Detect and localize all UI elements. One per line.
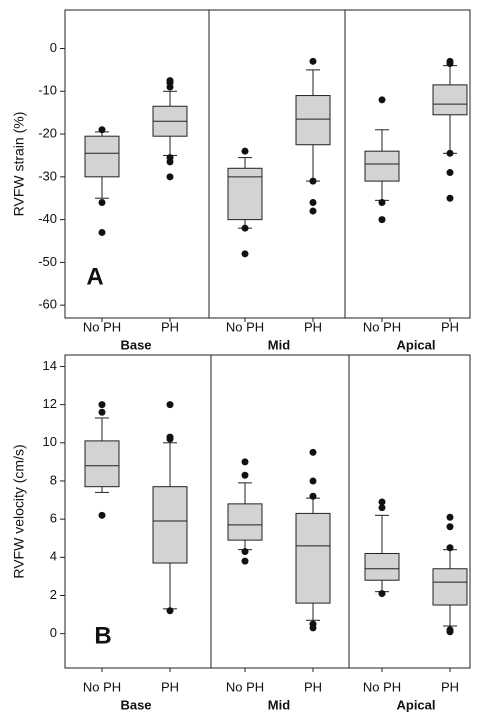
outlier xyxy=(98,511,106,519)
y-tick-label: 0 xyxy=(50,625,57,640)
box xyxy=(432,84,468,116)
y-tick-label: 0 xyxy=(50,40,57,55)
x-tick-label: No PH xyxy=(363,679,401,694)
outlier xyxy=(309,448,317,456)
outlier xyxy=(446,59,454,67)
outlier xyxy=(446,169,454,177)
outlier xyxy=(166,158,174,166)
outlier xyxy=(98,401,106,409)
x-tick-label: No PH xyxy=(363,319,401,334)
outlier xyxy=(241,147,249,155)
y-axis-label: RVFW strain (%) xyxy=(11,112,27,217)
outlier xyxy=(98,199,106,206)
outlier xyxy=(241,557,249,565)
y-tick-label: 14 xyxy=(43,358,57,373)
outlier xyxy=(241,471,249,479)
outlier xyxy=(166,401,174,409)
x-tick-label: PH xyxy=(304,319,322,334)
x-tick-label: PH xyxy=(441,319,459,334)
outlier xyxy=(241,548,249,556)
outlier xyxy=(309,207,317,215)
panel-label: A xyxy=(86,263,103,290)
x-tick-label: No PH xyxy=(226,319,264,334)
outlier xyxy=(378,504,386,512)
x-tick-label: No PH xyxy=(83,679,121,694)
y-tick-label: -40 xyxy=(38,211,57,226)
x-tick-label: PH xyxy=(304,679,322,694)
x-tick-label: No PH xyxy=(83,319,121,334)
outlier xyxy=(446,628,454,636)
box xyxy=(152,486,188,564)
outlier xyxy=(309,492,317,500)
box xyxy=(364,552,400,581)
y-tick-label: 10 xyxy=(43,434,57,449)
outlier xyxy=(98,408,106,416)
plot-frame xyxy=(64,9,471,319)
outlier xyxy=(378,216,386,224)
box xyxy=(84,440,120,488)
y-axis-label: RVFW velocity (cm/s) xyxy=(11,444,27,578)
group-label: Apical xyxy=(396,697,435,712)
outlier xyxy=(378,199,386,206)
outlier xyxy=(446,523,454,531)
outlier xyxy=(378,590,386,598)
outlier xyxy=(378,498,386,506)
outlier xyxy=(166,173,174,181)
y-tick-label: -10 xyxy=(38,83,57,98)
y-tick-label: -30 xyxy=(38,168,57,183)
group-label: Mid xyxy=(268,697,290,712)
outlier xyxy=(309,199,317,206)
outlier xyxy=(166,83,174,91)
plot-frame xyxy=(64,354,471,669)
box xyxy=(227,503,263,541)
y-tick-label: -20 xyxy=(38,125,57,140)
box xyxy=(295,95,331,146)
group-label: Apical xyxy=(396,337,435,352)
group-label: Mid xyxy=(268,337,290,352)
y-tick-label: 4 xyxy=(50,549,57,564)
outlier xyxy=(309,624,317,632)
x-tick-label: PH xyxy=(161,319,179,334)
outlier xyxy=(378,96,386,104)
box xyxy=(432,568,468,606)
outlier xyxy=(166,435,174,443)
y-tick-label: -50 xyxy=(38,254,57,269)
outlier xyxy=(446,513,454,521)
y-tick-label: -60 xyxy=(38,297,57,312)
outlier xyxy=(98,126,106,134)
outlier xyxy=(446,149,454,157)
outlier xyxy=(241,224,249,232)
panel-label: B xyxy=(94,622,111,649)
box xyxy=(364,150,400,182)
outlier xyxy=(241,250,249,258)
box xyxy=(227,167,263,221)
outlier xyxy=(166,607,174,615)
box xyxy=(84,135,120,178)
box xyxy=(295,512,331,604)
outlier xyxy=(98,228,106,236)
x-tick-label: PH xyxy=(441,679,459,694)
outlier xyxy=(309,477,317,485)
outlier xyxy=(446,194,454,202)
y-tick-label: 6 xyxy=(50,511,57,526)
y-tick-label: 2 xyxy=(50,587,57,602)
x-tick-label: PH xyxy=(161,679,179,694)
group-label: Base xyxy=(120,337,151,352)
group-label: Base xyxy=(120,697,151,712)
outlier xyxy=(241,458,249,466)
outlier xyxy=(309,57,317,65)
y-tick-label: 12 xyxy=(43,396,57,411)
x-tick-label: No PH xyxy=(226,679,264,694)
outlier xyxy=(446,544,454,552)
y-tick-label: 8 xyxy=(50,472,57,487)
outlier xyxy=(309,177,317,185)
